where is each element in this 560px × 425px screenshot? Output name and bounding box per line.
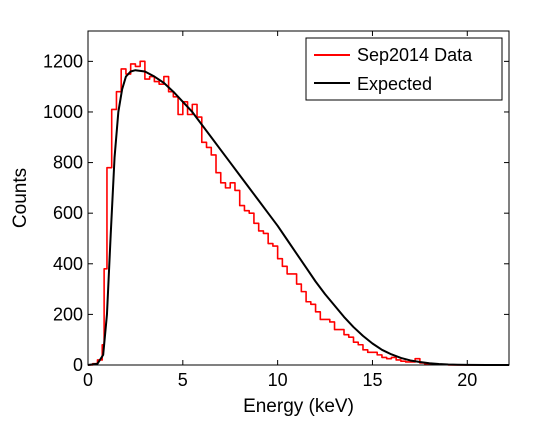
y-axis-label: Counts xyxy=(10,168,31,228)
x-axis-label: Energy (keV) xyxy=(243,396,354,417)
x-tick-label: 15 xyxy=(362,370,382,390)
series-line-expected xyxy=(87,69,509,366)
y-tick-label: 600 xyxy=(53,203,83,223)
legend-box xyxy=(305,37,503,101)
x-tick-label: 5 xyxy=(178,370,188,390)
x-ticks: 0 5 10 15 20 xyxy=(83,31,477,390)
y-tick-label: 400 xyxy=(53,254,83,274)
x-tick-label: 20 xyxy=(457,370,477,390)
plot-frame xyxy=(87,30,510,366)
y-ticks: 0 200 400 600 800 1000 1200 xyxy=(43,51,509,375)
legend-label-expected: Expected xyxy=(357,74,432,94)
y-tick-label: 800 xyxy=(53,153,83,173)
series-layer xyxy=(87,60,509,366)
y-tick-label: 200 xyxy=(53,304,83,324)
x-tick-label: 10 xyxy=(268,370,288,390)
x-tick-label: 0 xyxy=(83,370,93,390)
legend-label-data: Sep2014 Data xyxy=(357,45,473,65)
y-tick-label: 1200 xyxy=(43,51,83,71)
series-line-sep2014-data xyxy=(88,60,509,366)
y-tick-label: 1000 xyxy=(43,102,83,122)
y-tick-label: 0 xyxy=(73,355,83,375)
legend: Sep2014 Data Expected xyxy=(305,37,503,101)
